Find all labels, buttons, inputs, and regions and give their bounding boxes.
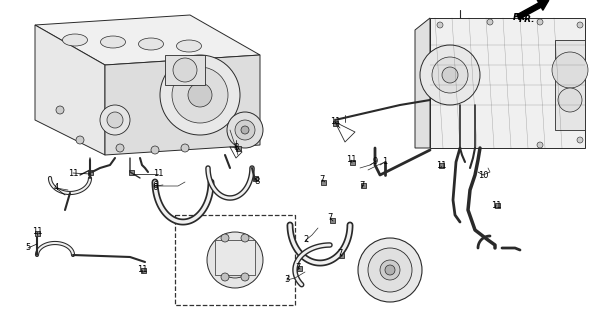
Text: 8: 8	[254, 177, 259, 186]
Circle shape	[116, 144, 124, 152]
Circle shape	[558, 88, 582, 112]
Bar	[494, 203, 500, 207]
Polygon shape	[35, 25, 105, 155]
Polygon shape	[105, 55, 260, 155]
Bar	[361, 182, 365, 188]
Circle shape	[172, 67, 228, 123]
Circle shape	[100, 105, 130, 135]
Text: 2: 2	[303, 236, 309, 244]
Circle shape	[107, 112, 123, 128]
Bar	[34, 230, 40, 236]
Text: 11: 11	[330, 117, 340, 126]
Circle shape	[235, 120, 255, 140]
Bar	[350, 159, 355, 164]
Bar	[332, 121, 338, 125]
Bar	[235, 146, 241, 150]
Bar	[338, 252, 344, 258]
Text: 6: 6	[152, 183, 158, 193]
Circle shape	[160, 55, 240, 135]
Bar	[165, 55, 205, 85]
Text: 7: 7	[319, 175, 324, 185]
Bar	[215, 240, 255, 275]
Ellipse shape	[63, 34, 87, 46]
Text: FR.: FR.	[519, 14, 536, 23]
Circle shape	[487, 19, 493, 25]
Circle shape	[437, 22, 443, 28]
Text: 7: 7	[327, 213, 333, 222]
Text: 8: 8	[234, 142, 238, 151]
Polygon shape	[415, 18, 430, 148]
Bar	[555, 40, 585, 130]
Ellipse shape	[138, 38, 164, 50]
Bar	[175, 215, 295, 305]
Circle shape	[420, 45, 480, 105]
Circle shape	[241, 273, 249, 281]
Bar	[297, 266, 302, 270]
Circle shape	[151, 146, 159, 154]
Circle shape	[442, 67, 458, 83]
Text: FR.: FR.	[513, 13, 529, 22]
Text: 11: 11	[137, 266, 147, 275]
Circle shape	[221, 234, 229, 242]
Circle shape	[577, 22, 583, 28]
Circle shape	[207, 232, 263, 288]
Circle shape	[432, 57, 468, 93]
Circle shape	[537, 19, 543, 25]
Text: 11: 11	[32, 228, 42, 236]
Text: 7: 7	[296, 262, 300, 271]
Ellipse shape	[101, 36, 125, 48]
Polygon shape	[35, 15, 260, 65]
Circle shape	[217, 242, 253, 278]
Text: 11: 11	[491, 201, 501, 210]
Text: 5: 5	[25, 244, 31, 252]
Circle shape	[181, 144, 189, 152]
Text: 11: 11	[68, 169, 78, 178]
Text: 10: 10	[478, 171, 488, 180]
Circle shape	[358, 238, 422, 302]
Bar	[140, 268, 146, 273]
Circle shape	[173, 58, 197, 82]
FancyArrow shape	[517, 0, 549, 19]
Text: 3: 3	[284, 276, 290, 284]
Bar	[329, 218, 335, 222]
Ellipse shape	[176, 40, 202, 52]
Text: 9: 9	[373, 157, 377, 166]
Bar	[252, 175, 258, 180]
Text: 4: 4	[54, 183, 58, 193]
Circle shape	[368, 248, 412, 292]
Text: 7: 7	[337, 250, 343, 259]
Circle shape	[227, 112, 263, 148]
Circle shape	[552, 52, 588, 88]
Circle shape	[56, 106, 64, 114]
Circle shape	[577, 137, 583, 143]
Text: 11: 11	[346, 156, 356, 164]
Text: 6: 6	[152, 181, 158, 190]
Bar	[320, 180, 326, 185]
Bar	[128, 170, 134, 174]
Text: 11: 11	[153, 170, 163, 179]
Bar	[430, 18, 585, 148]
Bar	[87, 170, 93, 174]
Circle shape	[537, 142, 543, 148]
Circle shape	[241, 234, 249, 242]
Circle shape	[385, 265, 395, 275]
Circle shape	[380, 260, 400, 280]
Circle shape	[188, 83, 212, 107]
Circle shape	[241, 126, 249, 134]
Circle shape	[221, 273, 229, 281]
Text: 1: 1	[382, 157, 388, 166]
Circle shape	[76, 136, 84, 144]
Bar	[438, 163, 444, 167]
Text: 11: 11	[436, 162, 446, 171]
Text: 7: 7	[359, 180, 365, 189]
